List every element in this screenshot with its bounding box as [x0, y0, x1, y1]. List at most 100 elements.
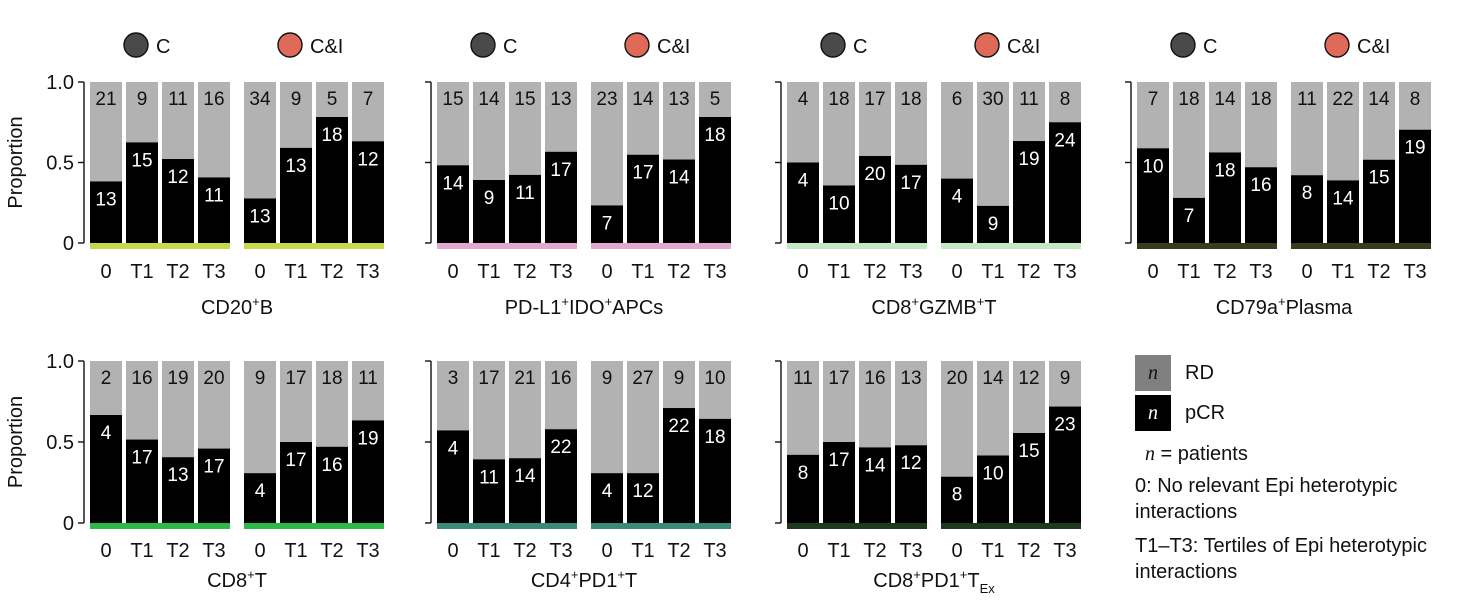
label-pcr: 14 — [514, 466, 536, 487]
label-pcr: 18 — [704, 427, 725, 448]
panel-3: 7 10 0 18 7 T1 14 18 T2 18 16 T3 C 11 8 0 22 14 T1 14 15 T2 8 1… — [1125, 32, 1431, 319]
bar-rd — [1327, 82, 1359, 181]
bar-pcr — [545, 429, 577, 523]
x-tick-label: T1 — [981, 261, 1004, 283]
label-pcr: 10 — [1142, 156, 1163, 177]
label-pcr: 23 — [1054, 415, 1075, 436]
bar-pcr — [280, 442, 312, 523]
label-rd: 11 — [358, 368, 378, 389]
bar-pcr — [280, 147, 312, 243]
label-rd: 2 — [101, 368, 112, 389]
bar-rd — [437, 82, 469, 166]
label-rd: 13 — [900, 368, 921, 389]
bar-rd — [1173, 82, 1205, 198]
bar-pcr — [895, 164, 927, 243]
label-rd: 18 — [828, 89, 849, 110]
label-pcr: 17 — [285, 450, 306, 471]
bar-rd — [473, 82, 505, 180]
group-name: C&I — [1357, 36, 1390, 58]
label-rd: 19 — [167, 368, 188, 389]
bar-pcr — [126, 142, 158, 243]
label-rd: 21 — [95, 89, 116, 110]
x-tick-label: T2 — [863, 261, 886, 283]
label-rd: 15 — [514, 89, 535, 110]
label-pcr: 19 — [357, 428, 378, 449]
bar-pcr — [509, 458, 541, 523]
bar-pcr — [859, 155, 891, 243]
x-tick-label: T1 — [1331, 261, 1354, 283]
label-pcr: 15 — [1018, 441, 1039, 462]
x-tick-label: 0 — [100, 540, 111, 562]
label-rd: 14 — [632, 89, 654, 110]
x-tick-label: T2 — [1213, 261, 1236, 283]
x-tick-label: 0 — [447, 261, 458, 283]
label-rd: 11 — [1297, 89, 1317, 110]
label-pcr: 9 — [484, 188, 495, 209]
bar-pcr — [352, 420, 384, 523]
x-tick-label: T2 — [1017, 261, 1040, 283]
label-rd: 9 — [291, 89, 302, 110]
bar-rd — [627, 82, 659, 155]
group-name: C&I — [310, 36, 343, 58]
label-rd: 18 — [900, 89, 921, 110]
label-pcr: 13 — [95, 189, 116, 210]
bar-pcr — [1049, 122, 1081, 243]
x-tick-label: T3 — [202, 261, 225, 283]
x-tick-label: T3 — [549, 540, 572, 562]
label-pcr: 8 — [952, 485, 963, 506]
bar-pcr — [1013, 433, 1045, 523]
label-pcr: 13 — [167, 465, 188, 486]
panel-2: 4 4 0 18 10 T1 17 20 T2 18 17 T3 C 6 4 0 30 9 T1 11 19 T2 8 24 T… — [775, 32, 1081, 319]
bar-pcr — [1291, 175, 1323, 243]
bar-pcr — [316, 117, 348, 243]
x-tick-label: 0 — [951, 540, 962, 562]
bar-rd — [1291, 82, 1323, 176]
label-pcr: 13 — [285, 156, 306, 177]
bar-pcr — [1327, 180, 1359, 243]
label-pcr: 17 — [900, 173, 921, 194]
bar-pcr — [90, 181, 122, 243]
bar-pcr — [162, 457, 194, 523]
x-tick-label: T3 — [1053, 261, 1076, 283]
label-pcr: 14 — [1332, 188, 1354, 209]
x-tick-label: T1 — [130, 540, 153, 562]
label-pcr: 19 — [1018, 149, 1039, 170]
x-tick-label: 0 — [1301, 261, 1312, 283]
label-pcr: 13 — [249, 206, 270, 227]
bar-pcr — [859, 447, 891, 523]
group-strip — [941, 243, 1081, 249]
y-tick-label: 1.0 — [46, 72, 74, 94]
label-rd: 17 — [828, 368, 849, 389]
label-rd: 20 — [203, 368, 224, 389]
label-pcr: 14 — [442, 173, 464, 194]
x-tick-label: T1 — [477, 540, 500, 562]
bar-pcr — [437, 430, 469, 523]
y-tick-label: 0.5 — [46, 432, 74, 454]
x-tick-label: 0 — [797, 540, 808, 562]
bar-rd — [977, 361, 1009, 456]
y-tick-label: 0.5 — [46, 153, 74, 175]
label-pcr: 17 — [203, 457, 224, 478]
x-tick-label: T2 — [166, 261, 189, 283]
bar-rd — [162, 361, 194, 458]
legend-rd-swatch: n — [1135, 355, 1171, 391]
group-strip — [1137, 243, 1277, 249]
bar-pcr — [437, 165, 469, 243]
bar-rd — [509, 82, 541, 175]
legend: n RD n pCR n = patients 0: No relevant E… — [1135, 353, 1465, 585]
group-dot — [277, 32, 303, 58]
bar-pcr — [1137, 148, 1169, 243]
bar-rd — [859, 82, 891, 156]
bar-pcr — [627, 154, 659, 243]
bar-rd — [90, 361, 122, 415]
label-pcr: 12 — [357, 149, 378, 170]
label-pcr: 4 — [448, 438, 459, 459]
x-tick-label: T1 — [827, 540, 850, 562]
bar-rd — [699, 82, 731, 117]
legend-rd-label: RD — [1185, 361, 1214, 384]
label-pcr: 15 — [1368, 168, 1389, 189]
bar-pcr — [591, 473, 623, 523]
group-dot — [470, 32, 496, 58]
label-rd: 14 — [1214, 89, 1236, 110]
x-tick-label: T2 — [166, 540, 189, 562]
